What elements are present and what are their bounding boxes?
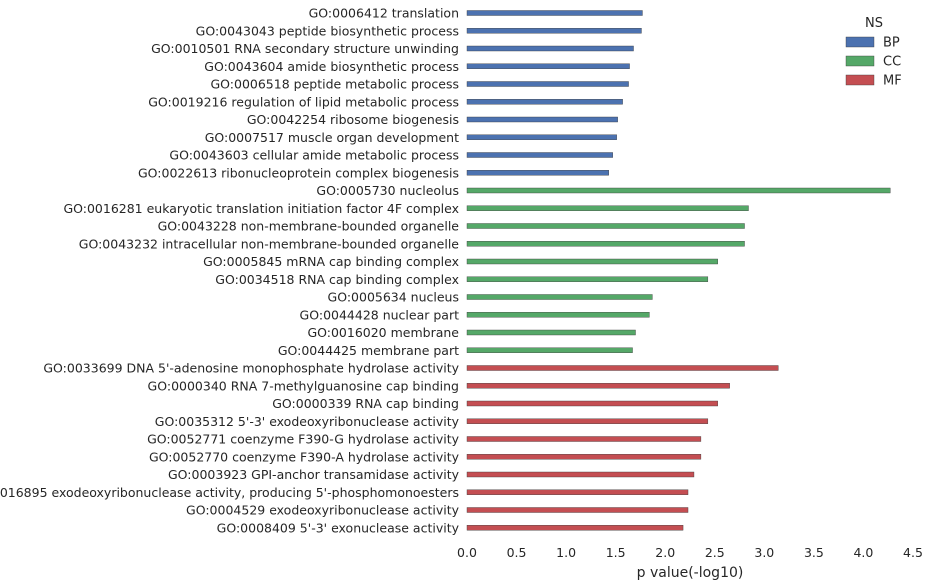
legend-label: MF [883,74,902,89]
bar [466,471,695,478]
bars-group [466,10,891,531]
category-label: GO:0044428 nuclear part [300,307,460,322]
bar [466,134,617,140]
bar [466,241,745,247]
category-label: GO:0016895 exodeoxyribonuclease activity… [0,485,459,500]
bar [466,507,689,513]
bar [466,365,779,371]
bar [466,10,643,16]
category-label: GO:0005845 mRNA cap binding complex [203,254,459,269]
category-label: GO:0022613 ribonucleoprotein complex bio… [138,165,459,180]
category-label: GO:0043604 amide biosynthetic process [204,59,459,74]
bar [466,454,702,460]
category-label: GO:0000339 RNA cap binding [272,396,459,411]
category-label: GO:0004529 exodeoxyribonuclease activity [186,503,460,518]
legend-swatch [845,36,875,48]
bar [466,170,609,176]
category-label: GO:0016281 eukaryotic translation initia… [63,201,459,216]
bar [466,205,749,211]
bar [466,28,642,34]
x-tick-label: 2.0 [655,545,675,560]
category-label: GO:0044425 membrane part [278,343,459,358]
category-label: GO:0006518 peptide metabolic process [210,77,459,92]
category-label: GO:0003923 GPI-anchor transamidase activ… [168,467,460,482]
bar [466,81,629,87]
x-tick-label: 1.0 [556,545,576,560]
bar [466,45,634,52]
x-tick-label: 3.0 [754,545,774,560]
x-tick-labels: 0.0 0.5 1.0 1.5 2.0 2.5 3.0 3.5 4.0 4.5 [457,545,923,560]
legend-label: CC [883,55,901,70]
legend-swatch [845,74,875,86]
x-tick-label: 0.5 [507,545,527,560]
category-label: GO:0016020 membrane [307,325,459,340]
bar [466,63,630,69]
category-label: GO:0043232 intracellular non-membrane-bo… [79,236,460,251]
x-tick-label: 0.0 [457,545,477,560]
bar [466,489,689,495]
category-label: GO:0034518 RNA cap binding complex [215,272,459,287]
category-label: GO:0052770 coenzyme F390-A hydrolase act… [149,449,460,464]
bar [466,294,653,300]
category-label: GO:0043603 cellular amide metabolic proc… [169,148,459,163]
bar [466,312,650,318]
legend-title: NS [865,16,883,31]
category-label: GO:0005730 nucleolus [316,183,459,198]
bar [466,276,709,282]
bar [466,116,618,123]
category-label: GO:0052771 coenzyme F390-G hydrolase act… [147,432,460,447]
category-label: GO:0043228 non-membrane-bounded organell… [158,219,460,234]
legend: NS BP CC MF [845,16,902,89]
category-label: GO:0006412 translation [309,6,459,21]
category-label: GO:0043043 peptide biosynthetic process [196,23,459,38]
category-label: GO:0005634 nucleus [328,290,459,305]
x-tick-label: 4.5 [903,545,923,560]
bar [466,436,702,442]
bar [466,400,718,407]
category-label: GO:0019216 regulation of lipid metabolic… [148,94,459,109]
bar [466,525,684,531]
category-labels: GO:0006412 translation GO:0043043 peptide… [0,6,460,536]
bar [466,383,730,389]
category-label: GO:0042254 ribosome biogenesis [247,112,459,127]
bar [466,347,633,353]
category-label: GO:0008409 5'-3' exonuclease activity [217,520,460,535]
bar [466,418,709,424]
bar [466,223,745,229]
bar [466,99,623,105]
category-label: GO:0035312 5'-3' exodeoxyribonuclease ac… [155,414,460,429]
x-axis-label: p value(-log10) [637,565,744,581]
x-tick-label: 4.0 [853,545,873,560]
category-label: GO:0010501 RNA secondary structure unwin… [151,41,459,56]
x-tick-label: 1.5 [606,545,626,560]
legend-label: BP [883,36,900,51]
x-tick-label: 3.5 [804,545,824,560]
bar [466,187,891,194]
category-label: GO:0007517 muscle organ development [205,130,459,145]
category-label: GO:0033699 DNA 5'-adenosine monophosphat… [43,361,459,376]
x-tick-label: 2.5 [705,545,725,560]
category-label: GO:0000340 RNA 7-methylguanosine cap bin… [148,378,459,393]
bar [466,329,636,336]
legend-swatch [845,55,875,67]
bar [466,152,613,158]
bar [466,258,718,265]
